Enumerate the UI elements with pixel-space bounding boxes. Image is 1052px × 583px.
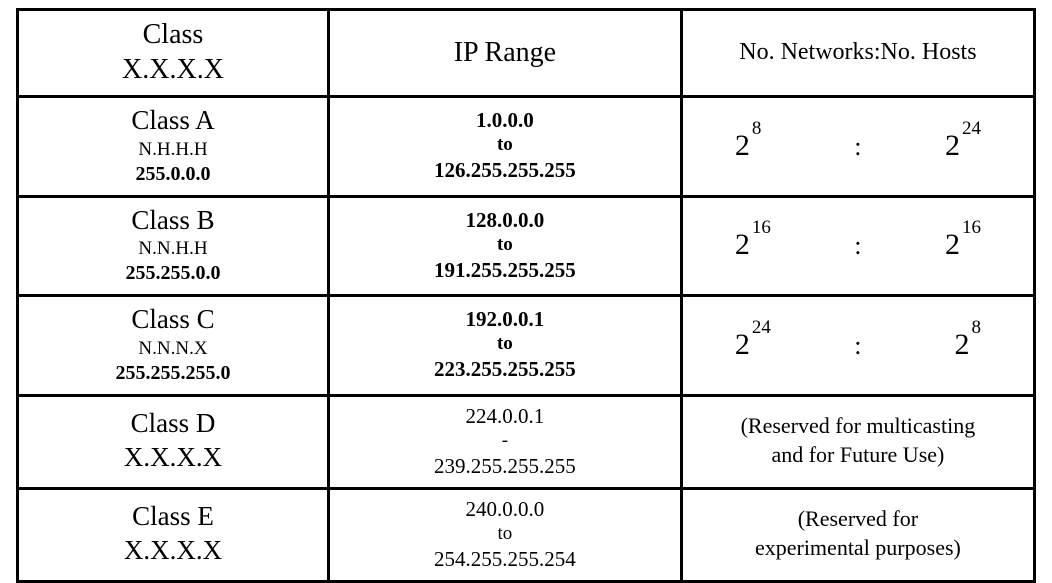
range-mid: to bbox=[334, 233, 676, 257]
header-class-line1: Class bbox=[23, 17, 323, 52]
table-row: Class A N.H.H.H 255.0.0.0 1.0.0.0 to 126… bbox=[18, 97, 1035, 197]
range-cell: 128.0.0.0 to 191.255.255.255 bbox=[328, 196, 681, 296]
ip-class-table: Class X.X.X.X IP Range No. Networks:No. … bbox=[16, 8, 1036, 583]
class-pattern: N.N.N.X bbox=[23, 337, 323, 361]
range-end: 239.255.255.255 bbox=[334, 453, 676, 479]
header-class-cell: Class X.X.X.X bbox=[18, 10, 329, 97]
table-row: Class B N.N.H.H 255.255.0.0 128.0.0.0 to… bbox=[18, 196, 1035, 296]
range-mid: to bbox=[334, 133, 676, 157]
range-end: 191.255.255.255 bbox=[334, 257, 676, 283]
table-row: Class C N.N.N.X 255.255.255.0 192.0.0.1 … bbox=[18, 296, 1035, 396]
reserved-line1: (Reserved for bbox=[687, 505, 1029, 534]
range-start: 240.0.0.0 bbox=[334, 496, 676, 522]
range-start: 224.0.0.1 bbox=[334, 403, 676, 429]
reserved-line2: experimental purposes) bbox=[687, 534, 1029, 563]
table-row: Class D X.X.X.X 224.0.0.1 - 239.255.255.… bbox=[18, 395, 1035, 488]
ratio-cell: 2 16 : 2 16 bbox=[681, 196, 1034, 296]
table-header-row: Class X.X.X.X IP Range No. Networks:No. … bbox=[18, 10, 1035, 97]
range-end: 223.255.255.255 bbox=[334, 356, 676, 382]
reserved-line2: and for Future Use) bbox=[687, 441, 1029, 470]
range-end: 254.255.255.254 bbox=[334, 546, 676, 572]
class-cell: Class D X.X.X.X bbox=[18, 395, 329, 488]
range-cell: 224.0.0.1 - 239.255.255.255 bbox=[328, 395, 681, 488]
class-pattern: N.H.H.H bbox=[23, 138, 323, 162]
ratio-cell: 2 24 : 2 8 bbox=[681, 296, 1034, 396]
class-name: Class C bbox=[23, 303, 323, 337]
class-pattern: N.N.H.H bbox=[23, 237, 323, 261]
hosts-power: 2 16 bbox=[872, 226, 1017, 264]
networks-power: 2 24 bbox=[699, 326, 844, 364]
ratio-colon: : bbox=[844, 230, 871, 263]
networks-power: 2 16 bbox=[699, 226, 844, 264]
header-class-line2: X.X.X.X bbox=[23, 52, 323, 87]
range-start: 128.0.0.0 bbox=[334, 207, 676, 233]
hosts-power: 2 8 bbox=[872, 326, 1017, 364]
range-cell: 192.0.0.1 to 223.255.255.255 bbox=[328, 296, 681, 396]
class-pattern: X.X.X.X bbox=[23, 534, 323, 568]
class-mask: 255.255.255.0 bbox=[23, 361, 323, 386]
table-row: Class E X.X.X.X 240.0.0.0 to 254.255.255… bbox=[18, 488, 1035, 581]
reserved-line1: (Reserved for multicasting bbox=[687, 412, 1029, 441]
header-range-label: IP Range bbox=[334, 35, 676, 70]
range-start: 1.0.0.0 bbox=[334, 107, 676, 133]
class-cell: Class C N.N.N.X 255.255.255.0 bbox=[18, 296, 329, 396]
class-cell: Class B N.N.H.H 255.255.0.0 bbox=[18, 196, 329, 296]
ratio-colon: : bbox=[844, 330, 871, 363]
range-mid: to bbox=[334, 332, 676, 356]
class-pattern: X.X.X.X bbox=[23, 441, 323, 475]
class-cell: Class E X.X.X.X bbox=[18, 488, 329, 581]
networks-power: 2 8 bbox=[699, 127, 844, 165]
ratio-cell: (Reserved for experimental purposes) bbox=[681, 488, 1034, 581]
range-start: 192.0.0.1 bbox=[334, 306, 676, 332]
ratio-cell: 2 8 : 2 24 bbox=[681, 97, 1034, 197]
class-name: Class B bbox=[23, 204, 323, 238]
range-end: 126.255.255.255 bbox=[334, 157, 676, 183]
ratio-colon: : bbox=[844, 131, 871, 164]
header-range-cell: IP Range bbox=[328, 10, 681, 97]
header-ratio-label: No. Networks:No. Hosts bbox=[687, 37, 1029, 67]
class-name: Class A bbox=[23, 104, 323, 138]
range-mid: to bbox=[334, 522, 676, 546]
range-cell: 240.0.0.0 to 254.255.255.254 bbox=[328, 488, 681, 581]
range-cell: 1.0.0.0 to 126.255.255.255 bbox=[328, 97, 681, 197]
header-ratio-cell: No. Networks:No. Hosts bbox=[681, 10, 1034, 97]
class-name: Class E bbox=[23, 500, 323, 534]
class-cell: Class A N.H.H.H 255.0.0.0 bbox=[18, 97, 329, 197]
range-mid: - bbox=[334, 429, 676, 453]
class-mask: 255.0.0.0 bbox=[23, 162, 323, 187]
ratio-cell: (Reserved for multicasting and for Futur… bbox=[681, 395, 1034, 488]
hosts-power: 2 24 bbox=[872, 127, 1017, 165]
class-mask: 255.255.0.0 bbox=[23, 261, 323, 286]
class-name: Class D bbox=[23, 407, 323, 441]
